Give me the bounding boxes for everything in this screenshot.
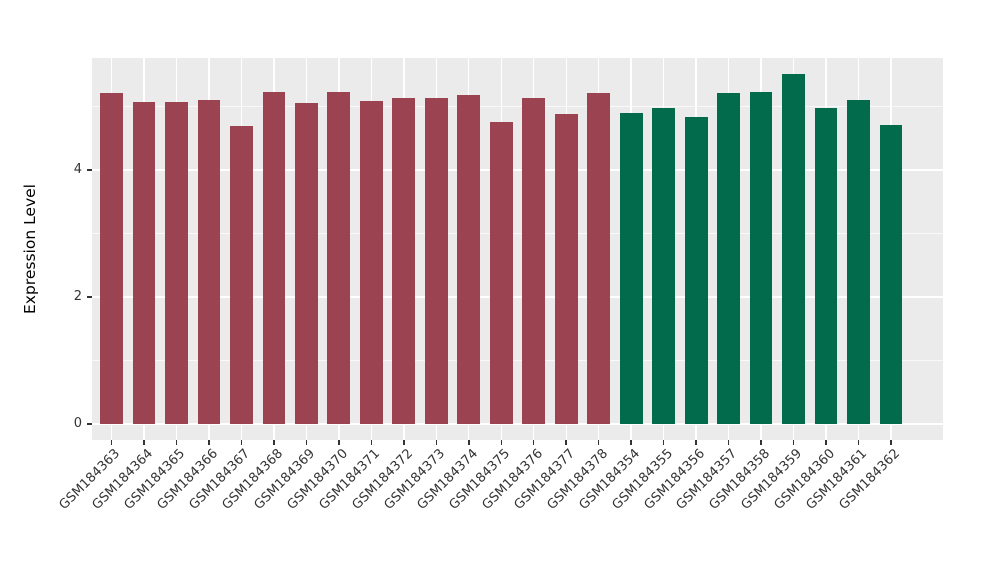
x-tick-mark [597,440,600,445]
x-tick-mark [208,440,210,445]
y-tick-mark [87,296,92,298]
plot-panel [92,58,943,440]
bar-GSM184366 [197,100,221,424]
bar-GSM184369 [295,103,318,424]
x-tick-mark [435,440,438,445]
bar-GSM184378 [587,92,611,424]
x-tick-mark [760,440,762,445]
x-tick-mark [890,440,892,445]
x-tick-mark [370,440,373,445]
x-tick-mark [857,440,860,445]
bar-GSM184371 [359,100,383,424]
x-tick-mark [630,440,632,445]
bar-GSM184363 [100,93,123,424]
x-tick-mark [273,440,275,445]
bar-GSM184367 [230,125,253,424]
bar-GSM184356 [684,116,708,424]
y-tick-label: 4 [73,162,82,177]
minor-gridline [92,233,943,234]
bar-GSM184365 [165,102,188,424]
bar-GSM184370 [327,91,351,424]
bar-GSM184372 [392,97,416,424]
bar-GSM184358 [749,91,773,424]
y-tick-mark [87,423,92,425]
x-tick-mark [110,440,113,445]
y-tick-mark [87,169,92,171]
major-gridline [92,296,943,298]
x-tick-mark [240,440,243,445]
y-tick-label: 0 [73,416,82,431]
x-tick-mark [792,440,795,445]
bar-GSM184354 [619,112,643,424]
bar-GSM184355 [652,107,676,424]
x-tick-mark [500,440,502,445]
bar-GSM184368 [262,91,286,424]
bar-GSM184376 [522,98,546,424]
major-gridline [92,423,943,425]
x-tick-mark [695,440,697,445]
x-tick-mark [532,440,535,445]
x-tick-mark [305,440,308,445]
bar-GSM184374 [457,95,481,424]
x-tick-mark [727,440,730,445]
bar-GSM184359 [782,74,805,424]
bar-GSM184373 [424,97,448,424]
bar-GSM184362 [879,124,903,424]
x-tick-mark [662,440,665,445]
x-tick-mark [338,440,340,445]
bar-GSM184360 [814,107,838,424]
minor-gridline [92,106,943,107]
bar-GSM184364 [132,102,156,424]
bar-GSM184361 [847,100,870,424]
x-tick-mark [468,440,470,445]
minor-gridline [92,360,943,361]
bar-GSM184357 [717,92,740,424]
x-tick-mark [825,440,827,445]
x-tick-mark [143,440,145,445]
x-tick-mark [175,440,178,445]
bar-GSM184377 [554,114,578,424]
major-gridline [92,169,943,171]
x-tick-mark [403,440,405,445]
y-tick-label: 2 [73,289,82,304]
bar-GSM184375 [489,121,513,424]
x-tick-mark [565,440,567,445]
